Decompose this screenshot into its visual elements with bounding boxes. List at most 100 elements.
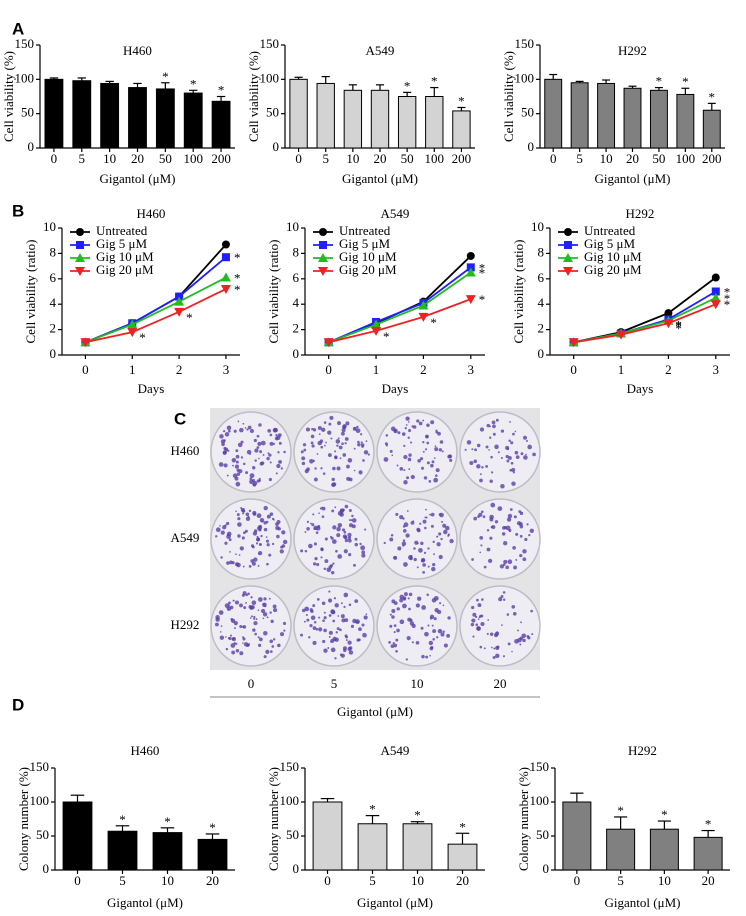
colony-dot [305,613,308,617]
colony-dot [277,643,281,648]
colony-dot [312,513,315,516]
colony-dot [256,446,260,449]
colony-dot [485,445,489,449]
colony-dot [418,421,423,426]
colony-dot [249,477,253,481]
colony-dot [263,597,267,601]
significance: * [724,284,731,299]
colony-dot [231,457,237,463]
colony-dot [270,619,274,624]
colony-dot [511,481,516,486]
colony-dot [500,483,505,489]
bar [397,96,417,149]
colony-dot [419,522,422,525]
column-label: 10 [411,676,424,691]
point [323,338,334,348]
colony-dot [415,640,420,645]
colony-dot [427,547,430,550]
colony-dot [339,653,343,657]
colony-dot [262,603,266,606]
colony-dot [434,447,439,452]
colony-dot [252,512,257,516]
colony-dot [437,431,441,436]
colony-dot [333,597,337,600]
colony-dot [357,443,361,447]
colony-dot [249,617,252,619]
colony-dot [222,525,227,530]
colony-dot [472,612,477,617]
significance: * [190,76,197,91]
colony-dot [477,603,482,608]
colony-dot [252,628,256,632]
colony-dot [310,441,314,445]
colony-dot [282,621,287,626]
colony-dot [311,427,314,431]
colony-dot [410,474,415,480]
colony-dot [351,514,354,518]
colony-dot [474,448,478,452]
colony-dot [490,502,496,508]
colony-dot [313,527,316,531]
bar [402,823,433,871]
y-axis-label: Cell viability (ratio) [511,240,526,344]
colony-dot [358,470,363,475]
colony-dot [421,654,425,659]
colony-dot [232,599,235,602]
colony-dot [427,624,430,627]
y-tick-label: 4 [50,295,57,310]
colony-dot [391,599,396,604]
colony-dot [335,631,338,634]
colony-dot [480,544,483,547]
colony-dot [429,654,431,657]
colony-dot [220,556,223,559]
colony-dot [390,426,396,432]
colony-dot [489,514,494,520]
colony-dot [432,562,436,567]
bar [597,82,616,149]
colony-dot [513,515,517,519]
colony-dot [431,460,435,464]
chart-title: H292 [628,743,657,758]
colony-dot [240,507,246,513]
colony-dot [314,556,318,561]
x-tick-label: 100 [183,151,203,166]
colony-dot [279,549,284,554]
colony-dot [331,477,335,482]
colony-dot [268,477,272,482]
significance: * [139,330,146,345]
x-tick-label: 20 [206,873,219,888]
colony-dot [423,551,427,555]
colony-dot [431,597,437,603]
significance: * [709,89,716,104]
legend-marker [319,228,327,236]
colony-dot [420,626,424,630]
colony-dot [242,462,246,466]
colony-dot [430,512,435,517]
colony-dot [519,636,523,640]
x-tick-label: 0 [295,151,302,166]
colony-dot [413,547,416,550]
colony-dot [275,434,278,437]
x-tick-label: 5 [322,151,329,166]
colony-dot [506,517,512,522]
colony-dot [475,615,478,618]
colony-dot [340,602,343,605]
colony-dot [449,538,454,544]
colony-dot [243,606,247,610]
bar [452,110,471,149]
colony-dot [507,642,511,646]
colony-dot [519,511,524,516]
point [418,312,429,322]
colony-dot [258,479,261,482]
colony-dot [361,445,364,448]
colony-dot [347,647,352,651]
colony-dot [429,513,432,516]
colony-dot [232,464,234,467]
colony-dot [337,522,343,528]
colony-dot [426,423,430,427]
x-tick-label: 0 [51,151,58,166]
colony-dot [466,440,472,445]
colony-dot [260,534,263,538]
colony-dot [347,458,353,463]
colony-dot [395,638,399,642]
